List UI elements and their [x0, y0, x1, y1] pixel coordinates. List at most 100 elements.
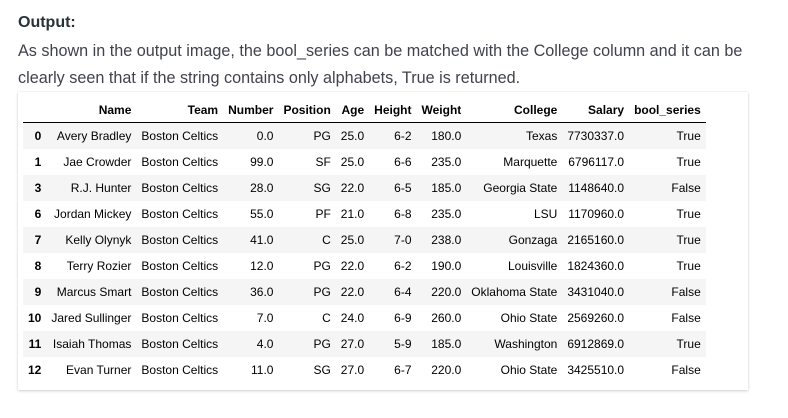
- table-cell: 7-0: [394, 233, 412, 247]
- table-cell: True: [676, 207, 701, 221]
- table-cell: 238.0: [431, 233, 462, 247]
- table-cell: 7730337.0: [567, 129, 625, 143]
- table-cell: True: [676, 129, 701, 143]
- table-row: 0 Avery Bradley Boston Celtics 0.0 PG 25.0 6-2…: [23, 122, 706, 149]
- table-cell: Boston Celtics: [141, 233, 219, 247]
- table-header: Name Team Number Position Age Height Weight Col…: [23, 97, 706, 123]
- table-cell: 180.0: [431, 129, 462, 143]
- table-cell: 7.0: [256, 311, 274, 325]
- table-cell: 6796117.0: [568, 155, 625, 169]
- table-row: 11 Isaiah Thomas Boston Celtics 4.0 PG 27.0 5-…: [23, 331, 706, 357]
- header-row: Name Team Number Position Age Height Weight Col…: [23, 97, 706, 123]
- table-cell: 55.0: [250, 207, 274, 221]
- table-cell: 185.0: [431, 337, 462, 351]
- table-cell: 6-2: [394, 129, 412, 143]
- table-cell: Washington: [494, 337, 558, 351]
- dataframe-table: Name Team Number Position Age Height Weight Col…: [23, 97, 706, 383]
- table-cell: Gonzaga: [508, 233, 558, 247]
- table-cell: Boston Celtics: [141, 207, 219, 221]
- table-row: 8 Terry Rozier Boston Celtics 12.0 PG 22.0 6-2…: [23, 253, 706, 279]
- table-cell: 260.0: [431, 311, 462, 325]
- table-cell: 12.0: [250, 259, 274, 273]
- row-index: 8: [34, 259, 42, 273]
- table-cell: 1170960.0: [568, 207, 625, 221]
- table-cell: 28.0: [250, 181, 274, 195]
- table-cell: 24.0: [340, 311, 365, 325]
- table-cell: C: [322, 311, 331, 325]
- row-index: 12: [28, 363, 42, 377]
- column-header: College: [466, 97, 563, 123]
- column-header: Weight: [416, 97, 467, 123]
- table-row: 3 R.J. Hunter Boston Celtics 28.0 SG 22.0 6-5 1…: [23, 175, 706, 201]
- table-cell: Isaiah Thomas: [52, 337, 132, 351]
- table-cell: 6-9: [394, 311, 412, 325]
- table-cell: 25.0: [340, 233, 365, 247]
- row-index: 0: [34, 129, 42, 143]
- table-row: 10 Jared Sullinger Boston Celtics 7.0 C 24.0 6…: [23, 305, 706, 331]
- table-cell: 235.0: [431, 155, 462, 169]
- table-cell: 22.0: [340, 181, 365, 195]
- table-cell: 5-9: [394, 337, 412, 351]
- table-cell: Boston Celtics: [141, 337, 219, 351]
- row-index: 1: [34, 155, 42, 169]
- row-index: 6: [34, 207, 42, 221]
- table-cell: SG: [313, 181, 331, 195]
- row-index: 7: [34, 233, 42, 247]
- table-cell: Marcus Smart: [56, 285, 132, 299]
- table-cell: 235.0: [431, 207, 462, 221]
- column-header: Age: [335, 97, 370, 123]
- table-cell: 41.0: [250, 233, 274, 247]
- table-cell: SG: [313, 363, 331, 377]
- table-cell: 22.0: [340, 285, 365, 299]
- table-cell: Texas: [525, 129, 558, 143]
- table-cell: Avery Bradley: [56, 129, 132, 143]
- table-cell: 220.0: [431, 363, 462, 377]
- table-cell: SF: [315, 155, 331, 169]
- table-body: 0 Avery Bradley Boston Celtics 0.0 PG 25.0 6-2…: [23, 122, 706, 383]
- dataframe-card: Name Team Number Position Age Height Weight Col…: [18, 92, 748, 390]
- table-cell: 99.0: [250, 155, 274, 169]
- row-index: 10: [28, 311, 42, 325]
- table-cell: 6-4: [394, 285, 412, 299]
- table-cell: Terry Rozier: [66, 259, 132, 273]
- table-cell: 6-7: [394, 363, 412, 377]
- column-header: Team: [136, 97, 224, 123]
- table-cell: 1824360.0: [567, 259, 625, 273]
- table-row: 6 Jordan Mickey Boston Celtics 55.0 PF 21.0 6-…: [23, 201, 706, 227]
- table-cell: 6-5: [394, 181, 412, 195]
- table-cell: PG: [313, 129, 331, 143]
- table-cell: Boston Celtics: [141, 311, 219, 325]
- table-cell: False: [671, 363, 701, 377]
- table-cell: 3425510.0: [567, 363, 625, 377]
- row-index: 3: [34, 181, 42, 195]
- table-cell: 220.0: [431, 285, 462, 299]
- table-cell: Boston Celtics: [141, 129, 219, 143]
- table-cell: 27.0: [340, 363, 365, 377]
- table-cell: Boston Celtics: [141, 363, 219, 377]
- table-cell: False: [671, 311, 701, 325]
- table-cell: Jared Sullinger: [51, 311, 132, 325]
- table-cell: Boston Celtics: [141, 259, 219, 273]
- table-cell: 6-6: [394, 155, 412, 169]
- table-cell: Boston Celtics: [141, 155, 219, 169]
- column-header: Position: [278, 97, 336, 123]
- table-cell: Boston Celtics: [141, 285, 219, 299]
- table-cell: True: [676, 337, 701, 351]
- table-cell: 21.0: [340, 207, 365, 221]
- table-cell: True: [676, 233, 701, 247]
- table-cell: 0.0: [256, 129, 274, 143]
- column-header: bool_series: [629, 97, 706, 123]
- table-cell: 25.0: [340, 155, 365, 169]
- table-cell: Louisville: [507, 259, 558, 273]
- table-cell: 6912869.0: [567, 337, 625, 351]
- table-row: 12 Evan Turner Boston Celtics 11.0 SG 27.0 6-7…: [23, 357, 706, 383]
- index-header: [23, 97, 47, 123]
- table-cell: PG: [313, 337, 331, 351]
- table-cell: 2569260.0: [567, 311, 625, 325]
- column-header: Salary: [562, 97, 630, 123]
- table-cell: 25.0: [340, 129, 365, 143]
- table-cell: 6-2: [394, 259, 412, 273]
- table-cell: PG: [313, 259, 331, 273]
- table-cell: False: [671, 285, 701, 299]
- row-index: 9: [34, 285, 42, 299]
